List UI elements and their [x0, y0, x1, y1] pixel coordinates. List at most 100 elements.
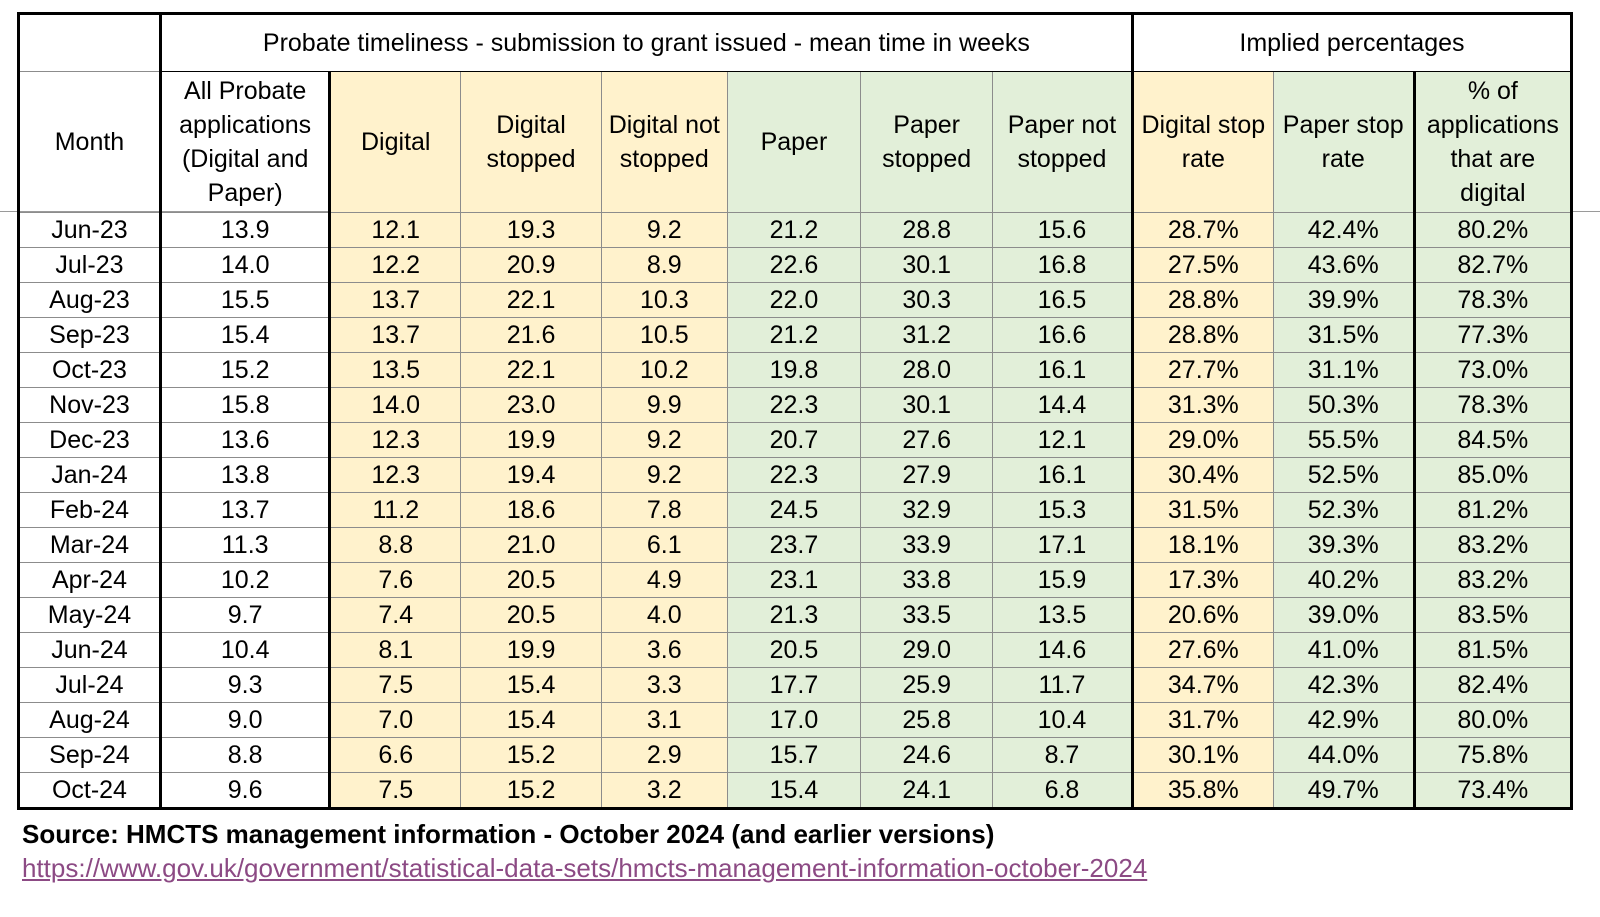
- paper-cell: 20.5: [727, 633, 861, 668]
- digital-stopped-cell: 15.4: [461, 668, 602, 703]
- paper-cell: 22.3: [727, 388, 861, 423]
- paper-stop-rate-cell: 50.3%: [1273, 388, 1414, 423]
- percent-digital-cell: 78.3%: [1414, 283, 1571, 318]
- month-cell: Sep-24: [19, 738, 161, 773]
- percent-digital-cell: 82.4%: [1414, 668, 1571, 703]
- digital-not-stopped-cell: 8.9: [601, 248, 727, 283]
- all-probate-cell: 15.2: [160, 353, 329, 388]
- all-probate-cell: 9.7: [160, 598, 329, 633]
- all-probate-cell: 15.5: [160, 283, 329, 318]
- all-probate-cell: 13.7: [160, 493, 329, 528]
- digital-stopped-cell: 21.6: [461, 318, 602, 353]
- paper-stop-rate-cell: 41.0%: [1273, 633, 1414, 668]
- all-probate-cell: 9.3: [160, 668, 329, 703]
- digital-cell: 7.5: [330, 773, 461, 809]
- header-digital: Digital: [330, 72, 461, 213]
- digital-stop-rate-cell: 28.8%: [1132, 283, 1273, 318]
- paper-cell: 21.2: [727, 213, 861, 248]
- table-row: Jan-24 13.8 12.3 19.4 9.2 22.3 27.9 16.1 30.4% 52…: [19, 458, 1572, 493]
- paper-stopped-cell: 33.9: [861, 528, 993, 563]
- digital-not-stopped-cell: 10.2: [601, 353, 727, 388]
- paper-not-stopped-cell: 14.6: [993, 633, 1133, 668]
- digital-stopped-cell: 19.9: [461, 423, 602, 458]
- percent-digital-cell: 80.0%: [1414, 703, 1571, 738]
- digital-cell: 7.6: [330, 563, 461, 598]
- digital-stopped-cell: 20.9: [461, 248, 602, 283]
- table-row: Apr-24 10.2 7.6 20.5 4.9 23.1 33.8 15.9 17.3% 40.…: [19, 563, 1572, 598]
- paper-not-stopped-cell: 16.6: [993, 318, 1133, 353]
- paper-cell: 23.7: [727, 528, 861, 563]
- digital-stopped-cell: 20.5: [461, 598, 602, 633]
- digital-stop-rate-cell: 30.4%: [1132, 458, 1273, 493]
- header-percent-digital: % of applications that are digital: [1414, 72, 1571, 213]
- percent-digital-cell: 77.3%: [1414, 318, 1571, 353]
- paper-stopped-cell: 31.2: [861, 318, 993, 353]
- percent-digital-cell: 73.4%: [1414, 773, 1571, 809]
- percent-digital-cell: 80.2%: [1414, 213, 1571, 248]
- table-row: Mar-24 11.3 8.8 21.0 6.1 23.7 33.9 17.1 18.1% 39.…: [19, 528, 1572, 563]
- paper-stopped-cell: 32.9: [861, 493, 993, 528]
- digital-stop-rate-cell: 18.1%: [1132, 528, 1273, 563]
- paper-not-stopped-cell: 11.7: [993, 668, 1133, 703]
- digital-cell: 7.0: [330, 703, 461, 738]
- all-probate-cell: 15.8: [160, 388, 329, 423]
- all-probate-cell: 13.8: [160, 458, 329, 493]
- digital-not-stopped-cell: 3.1: [601, 703, 727, 738]
- header-digital-stop-rate: Digital stop rate: [1132, 72, 1273, 213]
- table-row: Aug-24 9.0 7.0 15.4 3.1 17.0 25.8 10.4 31.7% 42.9…: [19, 703, 1572, 738]
- all-probate-cell: 13.6: [160, 423, 329, 458]
- header-digital-stopped: Digital stopped: [461, 72, 602, 213]
- month-cell: Apr-24: [19, 563, 161, 598]
- digital-stop-rate-cell: 29.0%: [1132, 423, 1273, 458]
- paper-cell: 22.3: [727, 458, 861, 493]
- percent-digital-cell: 85.0%: [1414, 458, 1571, 493]
- digital-stop-rate-cell: 31.7%: [1132, 703, 1273, 738]
- paper-not-stopped-cell: 16.5: [993, 283, 1133, 318]
- digital-not-stopped-cell: 7.8: [601, 493, 727, 528]
- digital-stop-rate-cell: 27.6%: [1132, 633, 1273, 668]
- percent-digital-cell: 82.7%: [1414, 248, 1571, 283]
- probate-timeliness-table: Probate timeliness - submission to grant…: [17, 12, 1573, 810]
- digital-stopped-cell: 20.5: [461, 563, 602, 598]
- month-cell: Aug-24: [19, 703, 161, 738]
- header-paper-stop-rate: Paper stop rate: [1273, 72, 1414, 213]
- paper-stopped-cell: 33.8: [861, 563, 993, 598]
- paper-cell: 21.3: [727, 598, 861, 633]
- month-cell: Oct-23: [19, 353, 161, 388]
- digital-stop-rate-cell: 28.8%: [1132, 318, 1273, 353]
- month-cell: Sep-23: [19, 318, 161, 353]
- percent-digital-cell: 75.8%: [1414, 738, 1571, 773]
- table-row: Jun-24 10.4 8.1 19.9 3.6 20.5 29.0 14.6 27.6% 41.…: [19, 633, 1572, 668]
- month-cell: May-24: [19, 598, 161, 633]
- month-cell: Jul-23: [19, 248, 161, 283]
- digital-stop-rate-cell: 35.8%: [1132, 773, 1273, 809]
- source-link[interactable]: https://www.gov.uk/government/statistica…: [22, 852, 1147, 884]
- table-row: May-24 9.7 7.4 20.5 4.0 21.3 33.5 13.5 20.6% 39.0…: [19, 598, 1572, 633]
- paper-not-stopped-cell: 16.1: [993, 353, 1133, 388]
- month-cell: Jun-23: [19, 213, 161, 248]
- paper-stop-rate-cell: 42.9%: [1273, 703, 1414, 738]
- digital-not-stopped-cell: 2.9: [601, 738, 727, 773]
- table-row: Sep-24 8.8 6.6 15.2 2.9 15.7 24.6 8.7 30.1% 44.0%…: [19, 738, 1572, 773]
- digital-not-stopped-cell: 6.1: [601, 528, 727, 563]
- digital-cell: 14.0: [330, 388, 461, 423]
- paper-cell: 23.1: [727, 563, 861, 598]
- month-cell: Jan-24: [19, 458, 161, 493]
- paper-not-stopped-cell: 16.1: [993, 458, 1133, 493]
- band-month-spacer: [19, 14, 161, 72]
- all-probate-cell: 13.9: [160, 213, 329, 248]
- month-cell: Jun-24: [19, 633, 161, 668]
- digital-not-stopped-cell: 4.9: [601, 563, 727, 598]
- digital-stop-rate-cell: 17.3%: [1132, 563, 1273, 598]
- paper-not-stopped-cell: 15.9: [993, 563, 1133, 598]
- paper-not-stopped-cell: 17.1: [993, 528, 1133, 563]
- digital-not-stopped-cell: 10.3: [601, 283, 727, 318]
- digital-cell: 12.2: [330, 248, 461, 283]
- paper-stopped-cell: 24.1: [861, 773, 993, 809]
- table-row: Jul-23 14.0 12.2 20.9 8.9 22.6 30.1 16.8 27.5% 43…: [19, 248, 1572, 283]
- percent-digital-cell: 73.0%: [1414, 353, 1571, 388]
- paper-stop-rate-cell: 42.3%: [1273, 668, 1414, 703]
- paper-stop-rate-cell: 43.6%: [1273, 248, 1414, 283]
- paper-stop-rate-cell: 44.0%: [1273, 738, 1414, 773]
- header-month: Month: [19, 72, 161, 213]
